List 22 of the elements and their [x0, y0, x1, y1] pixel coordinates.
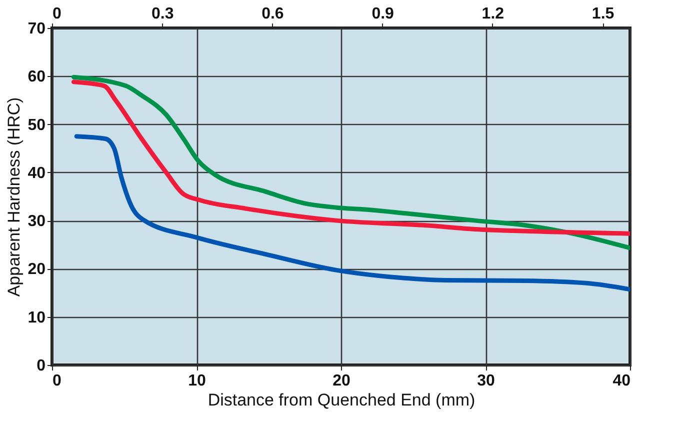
y-axis-title: Apparent Hardness (HRC) — [4, 97, 24, 297]
y-tick-label: 60 — [28, 68, 46, 86]
x-tick-label: 20 — [332, 372, 350, 390]
line-series — [74, 134, 630, 292]
y-tick-label: 70 — [28, 20, 46, 38]
x-tick-label: 0 — [52, 372, 62, 390]
y-tick-label: 0 — [36, 358, 46, 374]
x2-tick-label: 0.9 — [372, 6, 394, 22]
x-tick-label: 10 — [188, 372, 206, 390]
y-tick-label: 30 — [28, 213, 46, 230]
y-tick-label: 10 — [28, 309, 46, 326]
x2-tick-label: 0.3 — [151, 6, 174, 22]
x2-tick-label: 1.2 — [482, 6, 504, 22]
y-tick-label: 20 — [28, 261, 46, 278]
y-tick-label: 40 — [28, 164, 46, 182]
x-tick-label: 40 — [612, 372, 631, 390]
x2-tick-label: 0.6 — [262, 6, 284, 22]
x-tick-label: 30 — [477, 372, 495, 390]
x2-tick-label: 0 — [52, 6, 62, 22]
x2-tick-label: 1.5 — [592, 6, 614, 22]
x-axis-title: Distance from Quenched End (mm) — [208, 390, 476, 410]
y-tick-label: 50 — [28, 116, 46, 134]
